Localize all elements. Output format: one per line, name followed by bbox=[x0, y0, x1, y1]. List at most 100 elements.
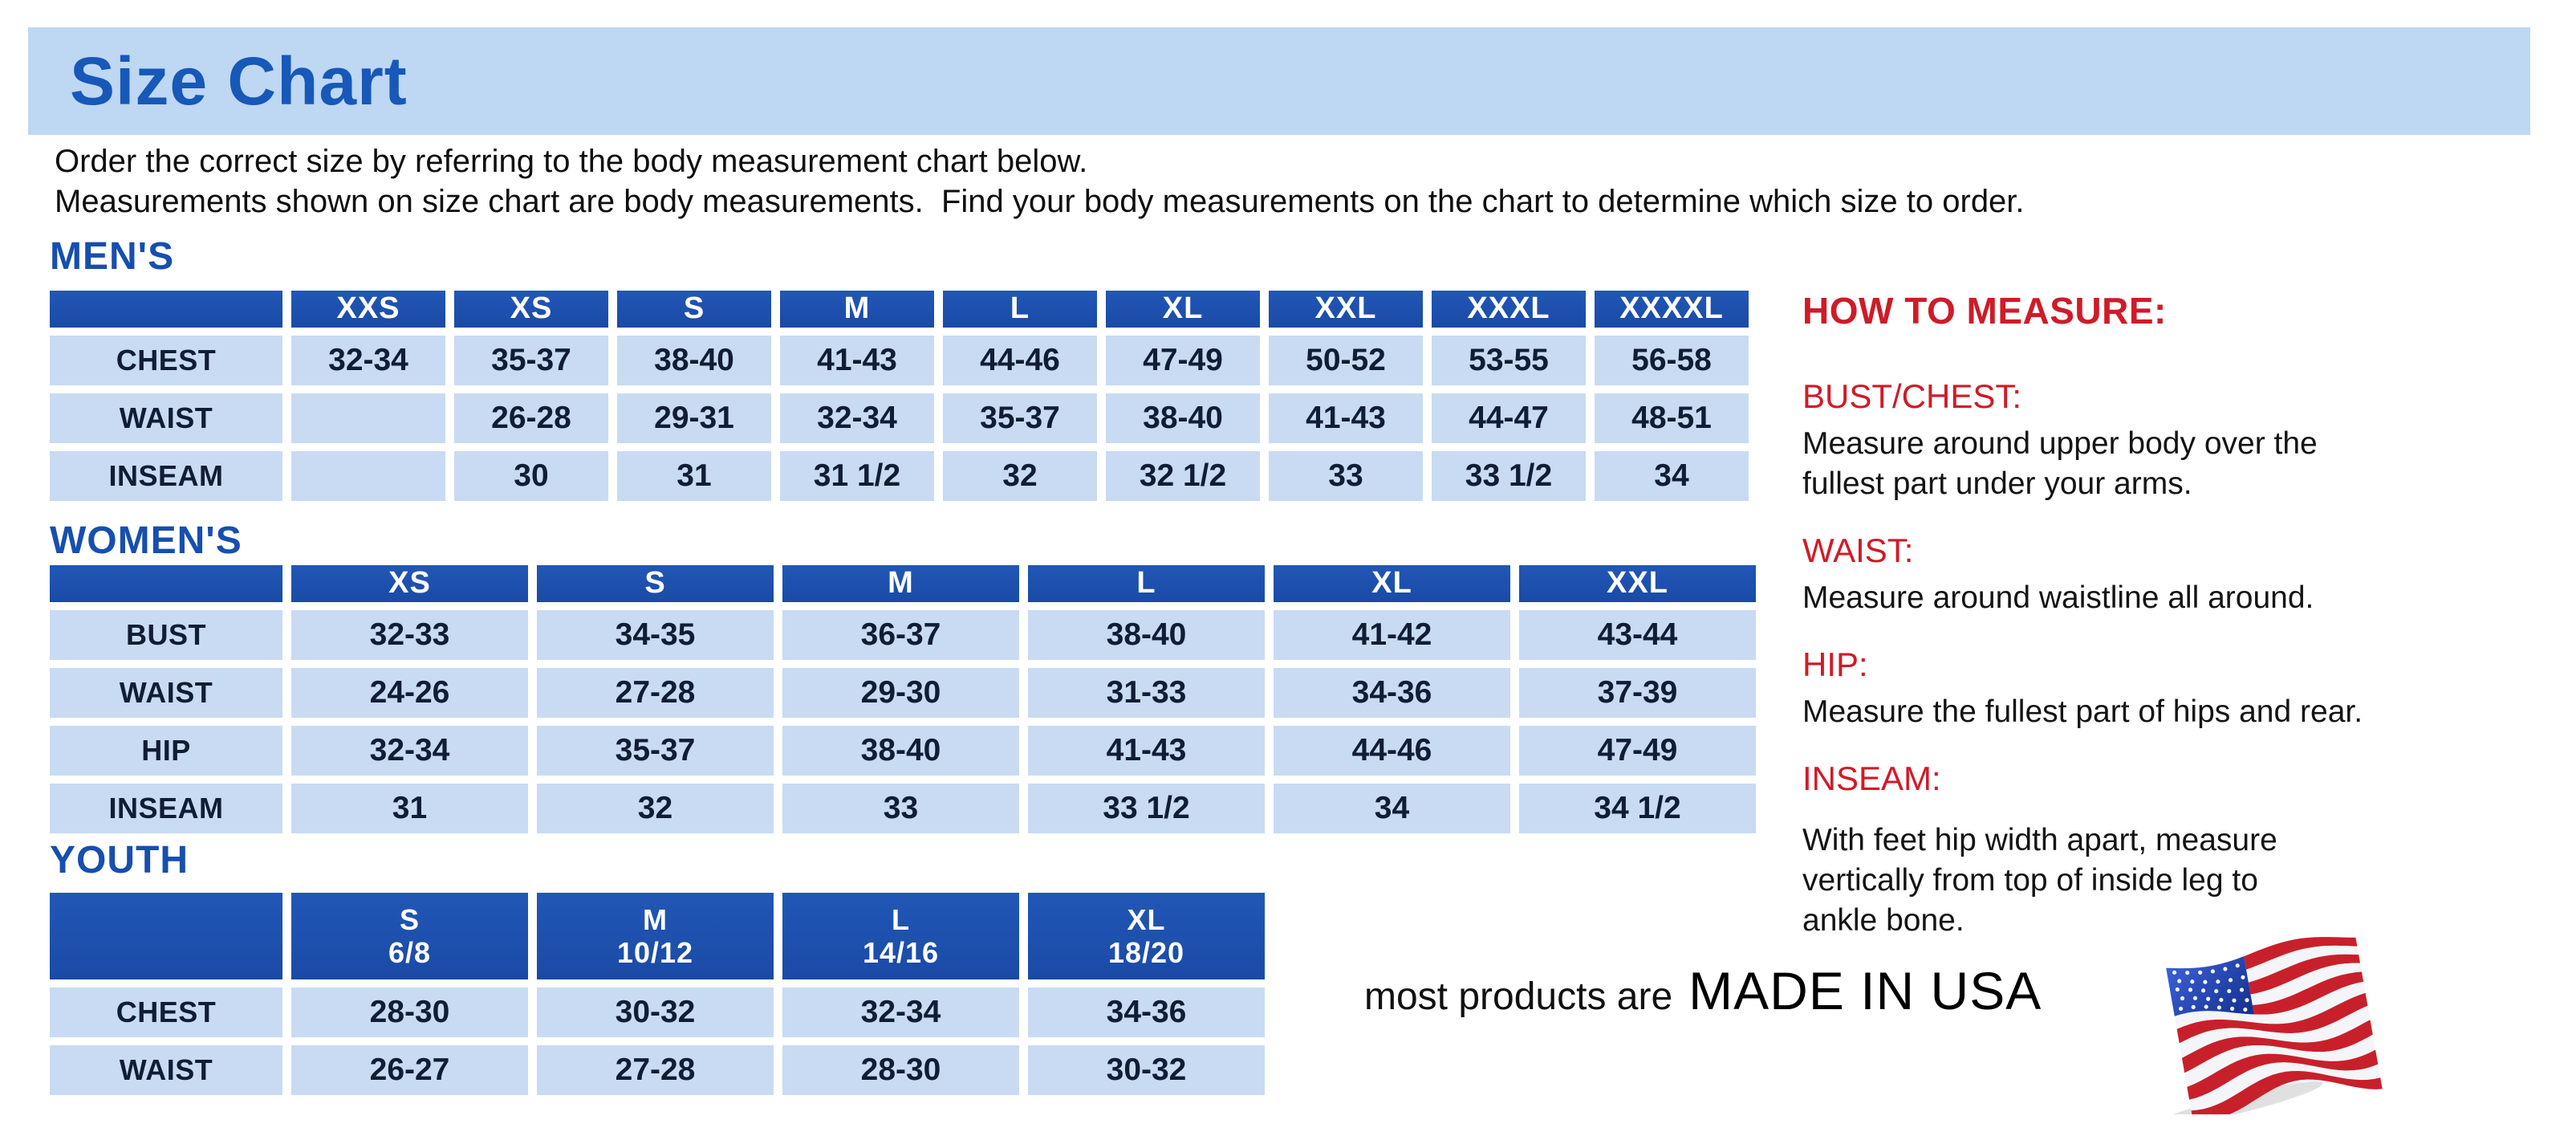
flag-star bbox=[2210, 969, 2215, 974]
flag-star bbox=[2198, 970, 2203, 975]
measurement-value-cell: 41-43 bbox=[1269, 393, 1423, 443]
flag-stripe bbox=[2181, 1020, 2373, 1073]
row-label-cell: INSEAM bbox=[50, 784, 282, 833]
flag-star bbox=[2245, 998, 2249, 1003]
size-column-header: M bbox=[780, 291, 934, 328]
measurement-value-cell: 24-26 bbox=[291, 668, 528, 718]
size-range: 6/8 bbox=[388, 936, 432, 969]
measurement-value-cell: 44-47 bbox=[1432, 393, 1586, 443]
measurement-value-cell: 30-32 bbox=[1028, 1045, 1265, 1095]
measurement-value-cell: 50-52 bbox=[1269, 336, 1423, 385]
measure-item: INSEAM: With feet hip width apart, measur… bbox=[1802, 759, 2525, 941]
measurement-value-cell: 35-37 bbox=[537, 726, 774, 776]
measure-item-label: BUST/CHEST: bbox=[1802, 377, 2022, 415]
measurement-value-cell: 43-44 bbox=[1519, 610, 1756, 660]
flag-star bbox=[2227, 988, 2232, 994]
measurement-value-cell: 29-31 bbox=[617, 393, 771, 443]
flag-star bbox=[2185, 971, 2190, 975]
measurement-value-cell: 32-33 bbox=[291, 610, 528, 660]
how-to-measure-heading: HOW TO MEASURE: bbox=[1802, 290, 2167, 332]
measurement-value-cell bbox=[291, 393, 445, 443]
intro-line-2: Measurements shown on size chart are bod… bbox=[55, 184, 2025, 219]
flag-star bbox=[2216, 1005, 2221, 1010]
mens-size-table: XXS XS S M L XL XXL XXXL XXXXL CHEST 32-34 35-37 38-… bbox=[50, 291, 1749, 501]
measurement-value-cell: 47-49 bbox=[1106, 336, 1260, 385]
womens-size-table: XS S M L XL XXL BUST 32-33 34-35 36-37 38-40 41-42 4… bbox=[50, 565, 1756, 833]
size-column-header: XXS bbox=[291, 291, 445, 328]
size-column-header: L bbox=[943, 291, 1097, 328]
measurement-value-cell: 33 bbox=[782, 784, 1019, 833]
size-column-header: XL bbox=[1106, 291, 1260, 328]
measurement-value-cell: 44-46 bbox=[1274, 726, 1510, 776]
flag-stripe bbox=[2176, 992, 2368, 1044]
size-column-header: S bbox=[537, 565, 774, 602]
row-label-cell: WAIST bbox=[50, 668, 282, 718]
row-label-cell: INSEAM bbox=[50, 451, 282, 501]
size-column-header: XL 18/20 bbox=[1028, 893, 1265, 979]
flag-star bbox=[2191, 1004, 2196, 1009]
womens-section-label: WOMEN'S bbox=[50, 519, 242, 562]
size-column-header: XL bbox=[1274, 565, 1510, 602]
measurement-value-cell: 34-35 bbox=[537, 610, 774, 660]
measure-item-label: HIP: bbox=[1802, 645, 1868, 683]
measurement-value-cell: 48-51 bbox=[1595, 393, 1749, 443]
size-column-header: L bbox=[1028, 565, 1265, 602]
flag-stripe bbox=[2191, 1071, 2383, 1121]
flag-star bbox=[2175, 987, 2180, 992]
row-label-cell: BUST bbox=[50, 610, 282, 660]
measurement-value-cell: 31 bbox=[291, 784, 528, 833]
flag-stripe bbox=[2250, 963, 2362, 1005]
measurement-value-cell: 30 bbox=[454, 451, 608, 501]
measure-item: WAIST: Measure around waistline all aroun… bbox=[1802, 531, 2525, 618]
size-column-header: XS bbox=[291, 565, 528, 602]
flag-star bbox=[2178, 1006, 2184, 1011]
table-corner-cell bbox=[50, 565, 282, 602]
measurement-value-cell: 29-30 bbox=[782, 668, 1019, 718]
row-label-cell: WAIST bbox=[50, 1045, 282, 1095]
measurement-value-cell: 41-42 bbox=[1274, 610, 1510, 660]
us-flag-icon bbox=[2147, 915, 2412, 1127]
flag-stripe bbox=[2179, 1005, 2371, 1058]
measurement-value-cell: 34-36 bbox=[1028, 987, 1265, 1037]
intro-text: Order the correct size by referring to t… bbox=[55, 141, 2526, 222]
flag-stripe bbox=[2248, 954, 2361, 995]
size-name: M bbox=[643, 902, 668, 936]
size-column-header: M bbox=[782, 565, 1019, 602]
size-column-header: XXXXL bbox=[1595, 291, 1749, 328]
flag-star bbox=[2243, 1007, 2248, 1012]
size-column-header: L 14/16 bbox=[782, 893, 1019, 979]
row-label-cell: WAIST bbox=[50, 393, 282, 443]
flag-star bbox=[2216, 979, 2220, 984]
flag-stripe bbox=[2244, 937, 2358, 970]
flag-star bbox=[2228, 978, 2233, 983]
made-in-usa-footer: most products are MADE IN USA bbox=[1364, 960, 2042, 1021]
measurement-value-cell: 34 bbox=[1595, 451, 1749, 501]
measurement-value-cell: 28-30 bbox=[782, 1045, 1019, 1095]
flag-star bbox=[2204, 1004, 2208, 1009]
measurement-value-cell: 32-34 bbox=[291, 336, 445, 385]
flag-star bbox=[2230, 1006, 2235, 1011]
measure-item-text: Measure around waistline all around. bbox=[1802, 580, 2314, 615]
intro-line-1: Order the correct size by referring to t… bbox=[55, 144, 1088, 179]
measurement-value-cell: 32-34 bbox=[780, 393, 934, 443]
flag-star bbox=[2188, 987, 2192, 992]
measurement-value-cell: 38-40 bbox=[782, 726, 1019, 776]
measurement-value-cell: 47-49 bbox=[1519, 726, 1756, 776]
measurement-value-cell: 31 bbox=[617, 451, 771, 501]
size-column-header: XXL bbox=[1269, 291, 1423, 328]
measure-item-label: INSEAM: bbox=[1802, 759, 1941, 797]
row-label-cell: CHEST bbox=[50, 336, 282, 385]
measurement-value-cell: 26-27 bbox=[291, 1045, 528, 1095]
measurement-value-cell: 32 bbox=[537, 784, 774, 833]
measure-item: HIP: Measure the fullest part of hips and… bbox=[1802, 645, 2525, 732]
measurement-value-cell: 33 bbox=[1269, 451, 1423, 501]
measurement-value-cell: 32-34 bbox=[782, 987, 1019, 1037]
flag-star bbox=[2190, 979, 2195, 984]
measurement-value-cell: 34 bbox=[1274, 784, 1510, 833]
title-banner: Size Chart bbox=[28, 27, 2530, 135]
flag-star bbox=[2177, 979, 2182, 983]
size-name: S bbox=[399, 902, 420, 936]
measurement-value-cell: 27-28 bbox=[537, 1045, 774, 1095]
measurement-value-cell: 38-40 bbox=[1106, 393, 1260, 443]
measure-item-label: WAIST: bbox=[1802, 531, 1914, 569]
